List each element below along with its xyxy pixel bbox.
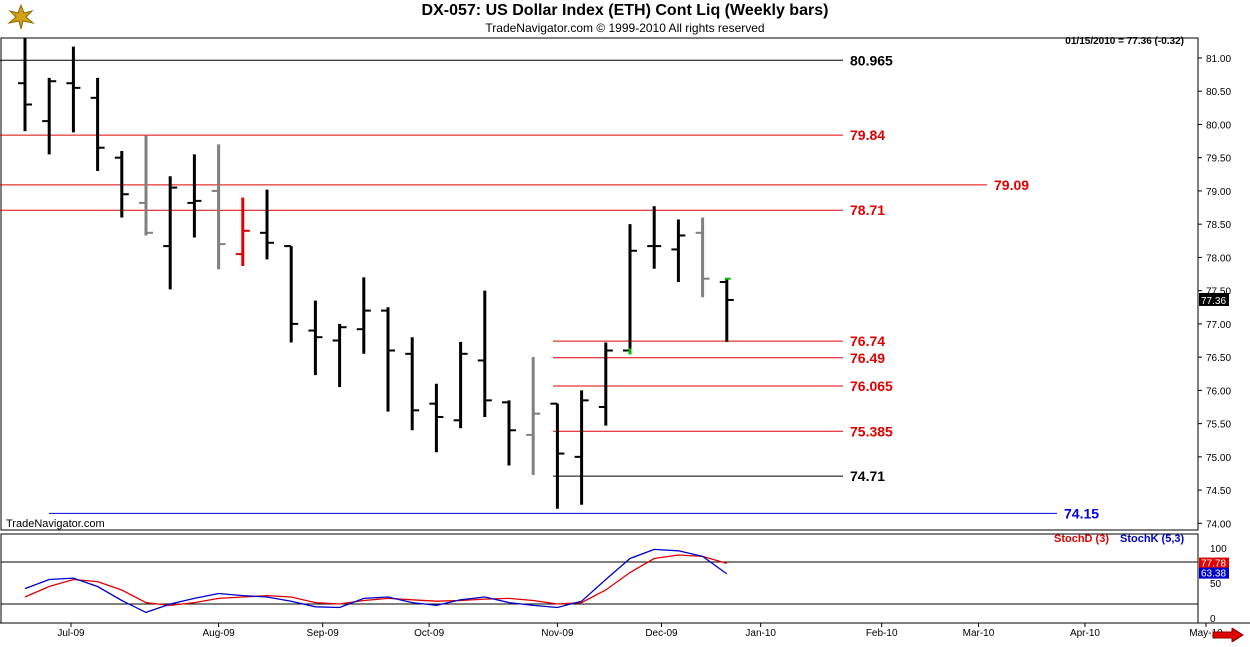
price-axis-label: 79.50	[1206, 154, 1231, 165]
price-axis-label: 74.50	[1206, 486, 1231, 497]
stochd-line	[24, 554, 727, 607]
price-axis-label: 75.50	[1206, 420, 1231, 431]
price-panel-frame	[0, 37, 1199, 531]
level-label: 74.71	[850, 468, 885, 484]
time-axis-label: Aug-09	[202, 628, 235, 639]
price-axis-label: 79.00	[1206, 187, 1231, 198]
price-axis-label: 81.00	[1206, 54, 1231, 65]
level-label: 75.385	[850, 423, 893, 439]
time-axis-label: Apr-10	[1070, 628, 1100, 639]
time-axis-label: Jul-09	[57, 628, 85, 639]
time-axis-label: Dec-09	[645, 628, 678, 639]
stochk-line	[24, 548, 728, 614]
price-axis-label: 77.00	[1206, 320, 1231, 331]
time-axis-label: Feb-10	[866, 628, 898, 639]
price-axis-label: 78.50	[1206, 220, 1231, 231]
time-axis-label: Nov-09	[541, 628, 574, 639]
last-price-box	[1199, 292, 1229, 306]
price-axis-label: 80.50	[1206, 87, 1231, 98]
level-label: 78.71	[850, 202, 885, 218]
watermark: TradeNavigator.com	[6, 518, 105, 530]
time-axis-label: Sep-09	[307, 628, 340, 639]
stoch-axis-label: 50	[1210, 579, 1222, 590]
level-label: 74.15	[1064, 505, 1099, 521]
price-axis-label: 78.00	[1206, 253, 1231, 264]
time-axis-label: May-10	[1189, 628, 1223, 639]
last-quote: 01/15/2010 = 77.36 (-0.32)	[1065, 36, 1184, 47]
stochk-label: StochK (5,3)	[1120, 533, 1185, 545]
stoch-axis-label: 0	[1210, 614, 1216, 625]
price-axis-label: 76.00	[1206, 386, 1231, 397]
level-label: 79.09	[994, 177, 1029, 193]
scroll-right-arrow-icon[interactable]	[1212, 627, 1244, 647]
chart-title: DX-057: US Dollar Index (ETH) Cont Liq (…	[421, 2, 829, 19]
price-axis-label: 76.50	[1206, 353, 1231, 364]
stochd-value-label: 77.78	[1201, 559, 1226, 570]
time-axis-label: Oct-09	[414, 628, 444, 639]
stoch-axis-label: 100	[1210, 544, 1227, 555]
price-axis-label: 74.00	[1206, 519, 1231, 530]
indicator-panel-frame	[0, 533, 1199, 624]
stochd-label: StochD (3)	[1054, 533, 1109, 545]
level-label: 80.965	[850, 52, 893, 68]
level-label: 76.74	[850, 333, 885, 349]
time-axis-label: Jan-10	[745, 628, 776, 639]
stochk-value-label: 63.38	[1201, 569, 1226, 580]
level-label: 76.49	[850, 350, 885, 366]
stochd-value-box	[1199, 557, 1229, 569]
level-label: 76.065	[850, 378, 893, 394]
price-axis-label: 80.00	[1206, 120, 1231, 131]
price-axis-label: 75.00	[1206, 453, 1231, 464]
trade-navigator-logo-icon[interactable]	[6, 3, 36, 36]
level-label: 79.84	[850, 127, 885, 143]
chart-subtitle: TradeNavigator.com © 1999-2010 All right…	[485, 21, 765, 35]
time-axis-label: Mar-10	[963, 628, 995, 639]
price-axis-label: 77.50	[1206, 287, 1231, 298]
last-price-label: 77.36	[1201, 296, 1226, 307]
stochk-value-box	[1199, 567, 1229, 579]
